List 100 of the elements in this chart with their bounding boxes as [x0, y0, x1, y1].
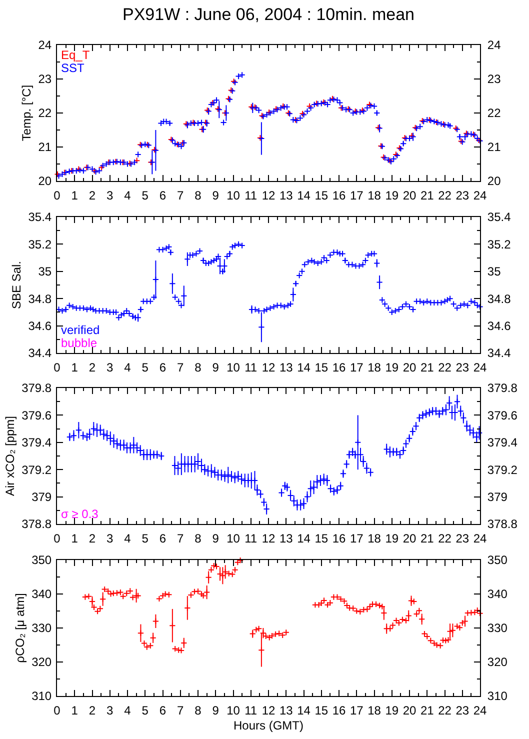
x-tick-label: 8 — [194, 532, 202, 546]
y2-tick-label: 379.6 — [487, 408, 518, 423]
y-tick-label: 378.8 — [22, 518, 52, 532]
y2-tick-label: 35 — [487, 264, 502, 278]
y-tick-label: 21 — [38, 140, 52, 154]
legend-label: verified — [61, 322, 100, 337]
x-tick-label: 18 — [368, 360, 382, 374]
x-tick-label: 7 — [177, 532, 184, 546]
y2-tick-label: 22 — [487, 106, 502, 120]
x-tick-label: 18 — [368, 188, 382, 202]
x-tick-label: 23 — [456, 188, 470, 202]
legend-label: σ ≥ 0.3 — [61, 507, 99, 522]
y-tick-label: 24 — [38, 38, 52, 52]
x-tick-label: 23 — [456, 703, 470, 718]
y-tick-label: 310 — [32, 689, 52, 704]
x-tick-label: 6 — [159, 188, 166, 202]
y2-tick-label: 378.8 — [487, 518, 518, 532]
x-tick-label: 8 — [194, 703, 202, 718]
x-tick-label: 16 — [332, 360, 346, 374]
x-tick-label: 6 — [159, 703, 166, 718]
x-tick-label: 10 — [226, 188, 240, 202]
legend-label: bubble — [61, 336, 98, 350]
x-tick-label: 19 — [385, 532, 399, 546]
x-tick-label: 12 — [262, 360, 276, 374]
x-tick-label: 0 — [54, 360, 61, 374]
x-tick-label: 1 — [71, 703, 78, 718]
y2-tick-label: 379 — [487, 490, 508, 504]
x-tick-label: 21 — [420, 360, 434, 374]
y-tick-label: 22 — [38, 106, 52, 120]
x-tick-label: 3 — [106, 703, 114, 718]
x-tick-label: 10 — [226, 532, 240, 546]
y2-tick-label: 350 — [487, 553, 508, 568]
x-tick-label: 21 — [420, 188, 434, 202]
x-tick-label: 14 — [297, 532, 311, 546]
y-tick-label: 350 — [32, 553, 52, 568]
x-tick-label: 4 — [124, 532, 132, 546]
x-tick-label: 24 — [473, 532, 487, 546]
x-tick-label: 14 — [297, 703, 311, 718]
x-tick-label: 9 — [212, 532, 220, 546]
y2-tick-label: 379.2 — [487, 463, 518, 478]
y2-tick-label: 21 — [487, 140, 502, 154]
y-tick-label: 23 — [38, 72, 52, 86]
y2-tick-label: 35.2 — [487, 237, 512, 252]
y-tick-label: 379.2 — [22, 463, 52, 478]
x-tick-label: 20 — [402, 360, 416, 374]
x-tick-label: 20 — [402, 703, 416, 718]
x-tick-label: 23 — [456, 532, 470, 546]
x-tick-label: 13 — [279, 360, 294, 374]
x-tick-label: 14 — [297, 188, 311, 202]
x-tick-label: 5 — [142, 188, 149, 202]
x-tick-label: 15 — [314, 532, 328, 546]
x-tick-label: 2 — [88, 532, 96, 546]
x-tick-label: 23 — [456, 360, 470, 374]
x-tick-label: 1 — [71, 188, 78, 202]
y-tick-label: 379.6 — [22, 408, 52, 423]
x-tick-label: 12 — [262, 188, 276, 202]
x-tick-label: 2 — [88, 360, 96, 374]
x-tick-label: 4 — [124, 703, 132, 718]
x-tick-label: 3 — [106, 188, 114, 202]
text: Eq_T — [61, 48, 90, 62]
x-tick-label: 17 — [350, 188, 364, 202]
x-tick-label: 0 — [54, 188, 61, 202]
y-tick-label: 34.6 — [28, 318, 52, 333]
x-tick-label: 9 — [212, 703, 220, 718]
y-tick-label: 34.4 — [28, 346, 52, 360]
y2-tick-label: 34.6 — [487, 318, 512, 333]
y2-tick-label: 379.8 — [487, 382, 518, 396]
x-tick-label: 2 — [88, 188, 96, 202]
y-tick-label: 320 — [32, 655, 52, 670]
x-tick-label: 4 — [124, 360, 132, 374]
x-tick-label: 16 — [332, 532, 346, 546]
x-tick-label: 24 — [473, 703, 487, 718]
y2-tick-label: 34.4 — [487, 346, 512, 360]
y-tick-label: 379.4 — [22, 436, 52, 450]
y-axis-title: ρCO₂ [μ atm] — [12, 593, 27, 663]
y2-tick-label: 23 — [487, 72, 502, 86]
y-tick-label: 35.2 — [28, 237, 52, 252]
y2-tick-label: 310 — [487, 689, 508, 704]
x-tick-label: 7 — [177, 360, 184, 374]
y-tick-label: 379.8 — [22, 382, 52, 396]
x-tick-label: 10 — [226, 360, 240, 374]
x-tick-label: 21 — [420, 703, 434, 718]
x-tick-label: 18 — [368, 703, 382, 718]
x-tick-label: 10 — [226, 703, 240, 718]
x-tick-label: 13 — [279, 188, 294, 202]
x-tick-label: 7 — [177, 703, 184, 718]
x-tick-label: 16 — [332, 703, 346, 718]
y-tick-label: 35.4 — [28, 210, 52, 224]
x-tick-label: 15 — [314, 188, 328, 202]
x-tick-label: 0 — [54, 532, 61, 546]
x-tick-label: 11 — [244, 188, 258, 202]
x-tick-label: 7 — [177, 188, 184, 202]
x-tick-label: 13 — [279, 703, 294, 718]
x-tick-label: 15 — [314, 360, 328, 374]
x-tick-label: 22 — [438, 703, 452, 718]
x-tick-label: 24 — [473, 188, 487, 202]
y-tick-label: 330 — [32, 621, 52, 636]
x-tick-label: 19 — [385, 360, 399, 374]
x-tick-label: 8 — [194, 360, 202, 374]
chart-title: PX91W : June 06, 2004 : 10min. mean — [122, 4, 415, 24]
